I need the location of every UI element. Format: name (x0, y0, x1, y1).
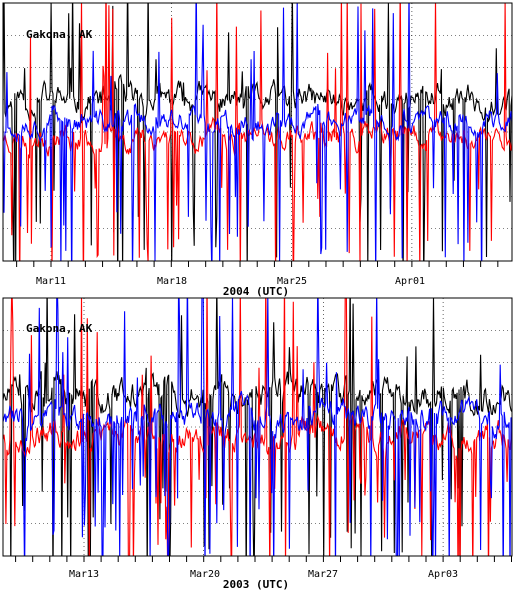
plot-frame (2, 297, 513, 557)
series-layer (3, 298, 512, 556)
series-line (3, 3, 512, 261)
station-label: Gakona, AK (26, 28, 93, 41)
tick-label: Mar27 (308, 569, 338, 580)
x-axis-label: 2003 (UTC) (223, 578, 289, 591)
x-tick-labels: Mar13 Mar20 Mar27 Apr03 (69, 569, 458, 580)
series-layer (3, 3, 512, 261)
tick-label: Mar25 (277, 276, 307, 287)
tick-label: Mar20 (190, 569, 220, 580)
panel-2004: Gakona, AK Mar11 Mar18 Mar25 Apr01 2004 … (2, 2, 513, 298)
plot-frame (2, 2, 513, 262)
station-label: Gakona, AK (26, 322, 93, 335)
series-line (3, 3, 512, 261)
series-line (3, 3, 512, 261)
panel-2003: Gakona, AK Mar13 Mar20 Mar27 Apr03 2003 … (2, 297, 513, 591)
x-axis-label: 2004 (UTC) (223, 285, 289, 298)
series-line (3, 298, 512, 556)
tick-marks (15, 556, 512, 562)
tick-label: Mar11 (36, 276, 66, 287)
series-line (3, 298, 512, 556)
tick-label: Mar18 (157, 276, 187, 287)
tick-label: Mar13 (69, 569, 99, 580)
tick-label: Apr03 (428, 569, 458, 580)
tick-label: Apr01 (395, 276, 425, 287)
x-tick-labels: Mar11 Mar18 Mar25 Apr01 (36, 276, 425, 287)
tick-marks (16, 261, 499, 267)
